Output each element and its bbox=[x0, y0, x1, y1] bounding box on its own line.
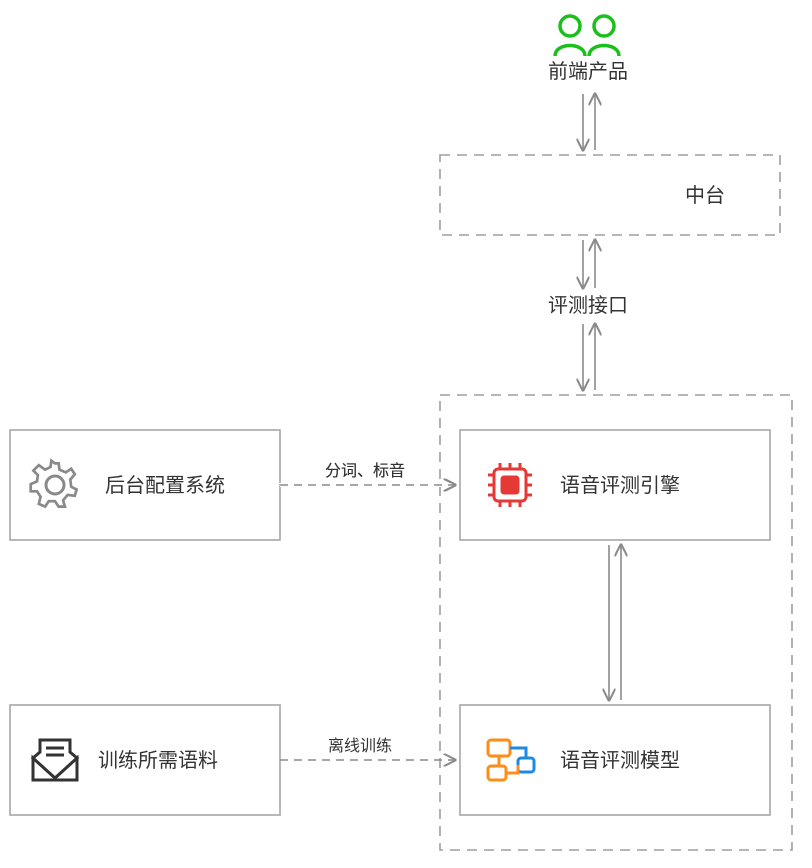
midplatform-label: 中台 bbox=[685, 184, 725, 207]
speech-model-label: 语音评测模型 bbox=[560, 749, 680, 772]
backend-config-label: 后台配置系统 bbox=[105, 474, 225, 497]
frontend-label: 前端产品 bbox=[548, 60, 628, 83]
edge-corpus-model-label: 离线训练 bbox=[328, 737, 392, 755]
edge-api-engine bbox=[583, 324, 595, 390]
corpus-label: 训练所需语料 bbox=[98, 749, 218, 772]
eval-api-label: 评测接口 bbox=[548, 294, 628, 317]
architecture-diagram: 前端产品 中台 评测接口 后台配置系统 bbox=[0, 0, 812, 868]
speech-engine-box: 语音评测引擎 bbox=[460, 430, 770, 540]
people-icon bbox=[555, 16, 619, 56]
edge-frontend-mid bbox=[583, 94, 595, 150]
midplatform-box: 中台 bbox=[440, 155, 780, 235]
backend-config-box: 后台配置系统 bbox=[10, 430, 280, 540]
speech-engine-label: 语音评测引擎 bbox=[560, 474, 680, 497]
edge-config-engine-label-2: 分词、标音 bbox=[325, 462, 405, 480]
chip-icon bbox=[488, 463, 532, 507]
edge-mid-api bbox=[583, 240, 595, 288]
envelope-icon bbox=[33, 740, 77, 780]
edge-corpus-model: 离线训练 bbox=[280, 737, 455, 760]
corpus-box: 训练所需语料 bbox=[10, 705, 280, 815]
speech-model-box: 语音评测模型 bbox=[460, 705, 770, 815]
edge-engine-model bbox=[609, 545, 621, 700]
